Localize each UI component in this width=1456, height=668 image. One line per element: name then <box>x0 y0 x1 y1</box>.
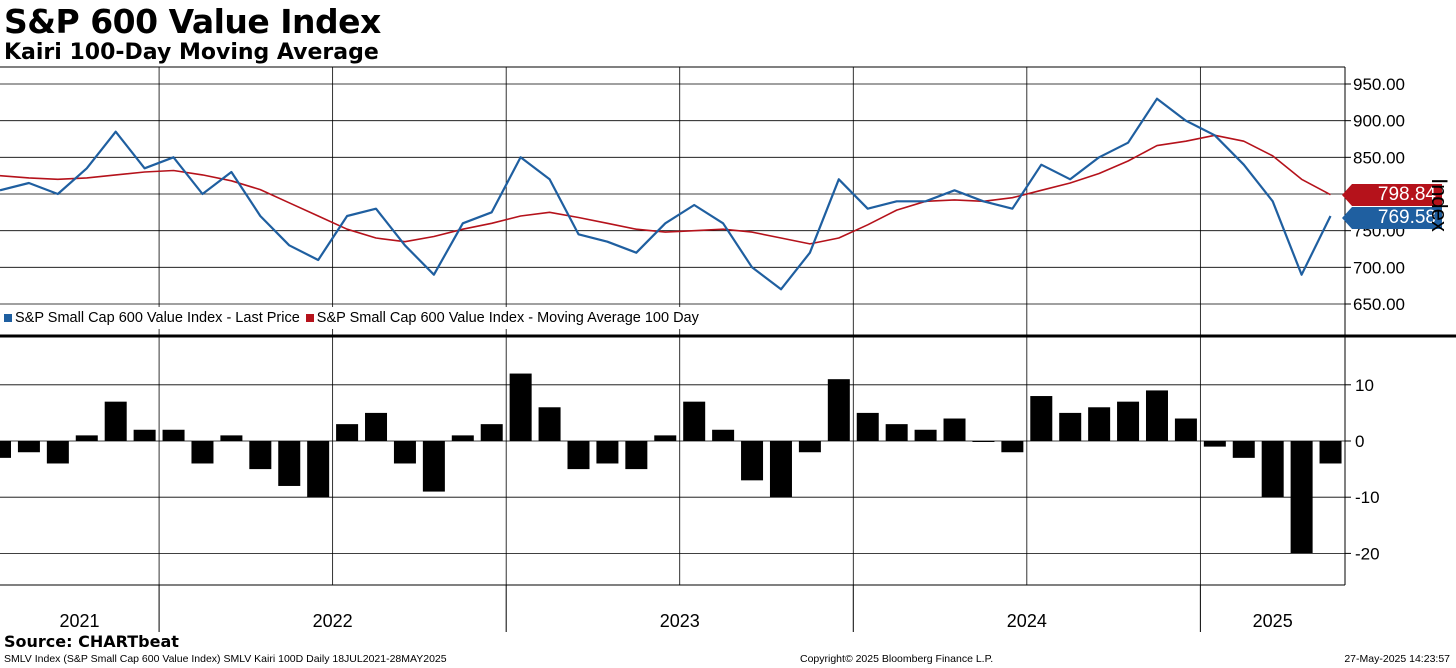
kairi-bar <box>480 424 503 441</box>
kairi-bar <box>914 429 937 441</box>
x-axis-year-label: 2022 <box>313 611 353 631</box>
kairi-bar <box>104 401 127 441</box>
footer-timestamp: 27-May-2025 14:23:57 <box>1344 653 1450 665</box>
kairi-bar <box>278 441 301 486</box>
kairi-bar <box>509 373 532 441</box>
kairi-bar <box>451 435 474 441</box>
kairi-bar <box>712 429 735 441</box>
kairi-bar <box>336 424 359 441</box>
kairi-bar <box>1290 441 1313 554</box>
kairi-bar <box>654 435 677 441</box>
kairi-bar <box>1030 396 1053 441</box>
legend-label-moving-average: S&P Small Cap 600 Value Index - Moving A… <box>316 310 699 326</box>
y-axis-label: Index <box>1424 170 1454 240</box>
last-value-badge-price: 769.58 <box>1342 207 1442 229</box>
source-note: Source: CHARTbeat <box>4 632 179 651</box>
kairi-bar <box>1174 418 1197 441</box>
top-tick-label: 950.00 <box>1353 75 1405 94</box>
top-tick-label: 650.00 <box>1353 295 1405 314</box>
kairi-bar <box>1088 407 1111 441</box>
legend-swatch-moving-average <box>305 314 314 322</box>
kairi-bar <box>0 441 11 458</box>
bottom-tick-label: 10 <box>1355 376 1374 395</box>
kairi-bar <box>741 441 764 481</box>
price-line <box>0 97 1332 291</box>
legend-swatch-price <box>4 314 12 322</box>
legend-label-price: S&P Small Cap 600 Value Index - Last Pri… <box>15 310 300 326</box>
kairi-bar <box>769 441 792 498</box>
x-axis-year-label: 2024 <box>1007 611 1047 631</box>
kairi-bar <box>133 429 156 441</box>
kairi-bar <box>1203 441 1226 447</box>
kairi-bar <box>249 441 272 470</box>
chart-subtitle: Kairi 100-Day Moving Average <box>4 40 379 65</box>
kairi-bar <box>798 441 821 453</box>
kairi-bar <box>885 424 908 441</box>
chart-title: S&P 600 Value Index <box>4 2 381 41</box>
footer-left: SMLV Index (S&P Small Cap 600 Value Inde… <box>4 653 447 665</box>
kairi-bar <box>1001 441 1024 453</box>
kairi-bar <box>1232 441 1255 458</box>
top-tick-label: 700.00 <box>1353 258 1405 277</box>
kairi-bar <box>972 441 995 442</box>
x-axis-year-label: 2025 <box>1253 611 1293 631</box>
kairi-bar <box>75 435 98 441</box>
x-axis-year-label: 2023 <box>660 611 700 631</box>
kairi-bar <box>567 441 590 470</box>
y-axis-label-text: Index <box>1427 178 1453 232</box>
kairi-bar <box>1117 401 1140 441</box>
kairi-bar <box>162 429 185 441</box>
kairi-bar <box>17 441 40 453</box>
footer-copyright: Copyright© 2025 Bloomberg Finance L.P. <box>800 653 994 665</box>
legend-item-price: S&P Small Cap 600 Value Index - Last Pri… <box>4 310 300 326</box>
bottom-tick-label: -10 <box>1355 488 1380 507</box>
kairi-bar <box>943 418 966 441</box>
kairi-bar <box>1261 441 1284 498</box>
kairi-bar <box>1319 441 1342 464</box>
bottom-tick-label: -20 <box>1355 544 1380 563</box>
kairi-bar <box>46 441 69 464</box>
top-tick-label: 900.00 <box>1353 112 1405 131</box>
kairi-bar <box>596 441 619 464</box>
kairi-bar <box>856 412 879 441</box>
top-tick-label: 850.00 <box>1353 148 1405 167</box>
kairi-bar <box>307 441 330 498</box>
kairi-bar <box>220 435 243 441</box>
kairi-bar <box>683 401 706 441</box>
kairi-bar <box>827 379 850 441</box>
bottom-tick-label: 0 <box>1355 432 1364 451</box>
kairi-bar <box>422 441 445 492</box>
kairi-bar <box>625 441 648 470</box>
x-axis-year-label: 2021 <box>60 611 100 631</box>
last-value-badge-moving-average: 798.84 <box>1342 184 1442 206</box>
kairi-bar <box>1145 390 1168 441</box>
legend: S&P Small Cap 600 Value Index - Last Pri… <box>4 307 709 329</box>
kairi-bar <box>538 407 561 441</box>
kairi-bar <box>1059 412 1082 441</box>
kairi-bar <box>393 441 416 464</box>
legend-item-moving-average: S&P Small Cap 600 Value Index - Moving A… <box>305 310 699 326</box>
kairi-bar <box>191 441 214 464</box>
kairi-bar <box>365 412 388 441</box>
